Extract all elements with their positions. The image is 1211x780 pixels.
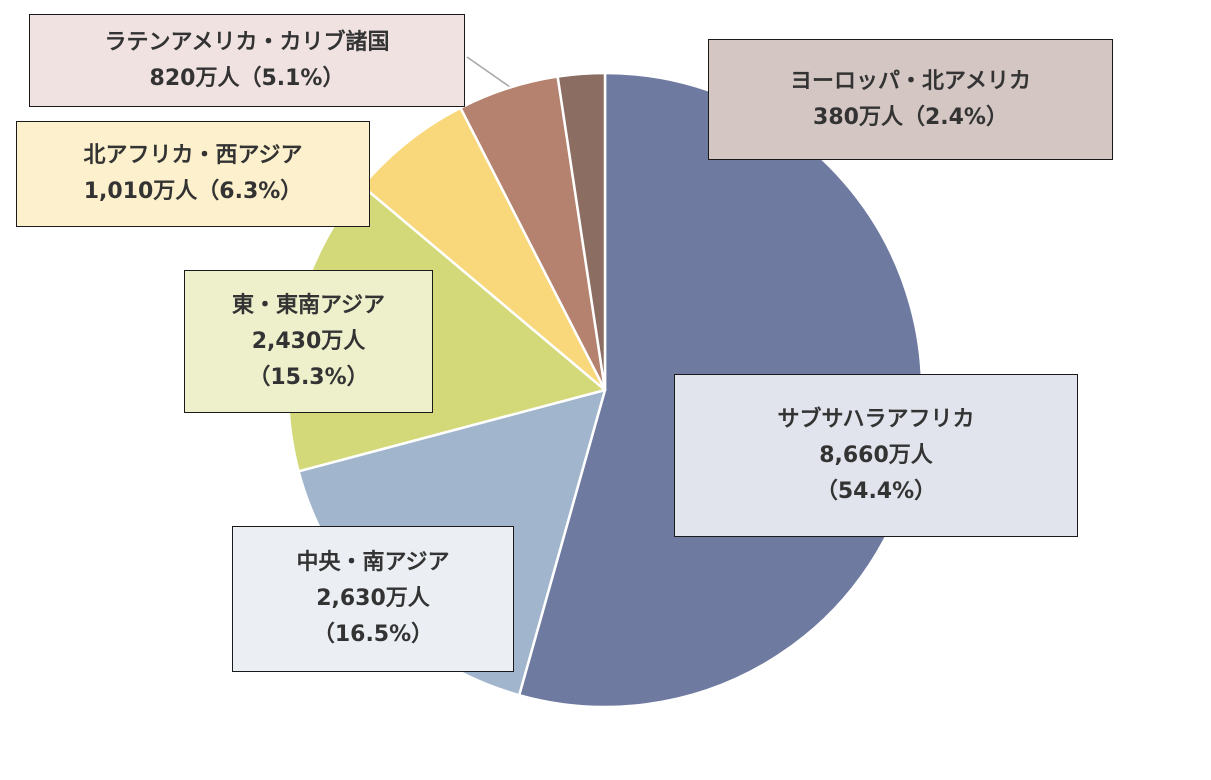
leader-line-latin-america [466, 56, 511, 88]
label-latin-america-caribbean-value: 820万人（5.1%） [149, 65, 345, 91]
label-europe-north-america: ヨーロッパ・北アメリカ 380万人（2.4%） [708, 39, 1113, 160]
label-sub-saharan-africa-value: 8,660万人 [819, 442, 933, 468]
label-central-south-asia: 中央・南アジア 2,630万人 （16.5%） [232, 526, 514, 672]
label-central-south-asia-percent: （16.5%） [312, 622, 434, 647]
label-latin-america-caribbean: ラテンアメリカ・カリブ諸国 820万人（5.1%） [29, 14, 465, 107]
pie-slice-europe-north-america [556, 71, 607, 392]
label-central-south-asia-name: 中央・南アジア [296, 550, 450, 575]
label-north-africa-west-asia: 北アフリカ・西アジア 1,010万人（6.3%） [16, 121, 370, 227]
label-east-southeast-asia: 東・東南アジア 2,430万人 （15.3%） [184, 270, 433, 413]
label-europe-north-america-value: 380万人（2.4%） [813, 104, 1008, 130]
label-north-africa-west-asia-name: 北アフリカ・西アジア [83, 143, 303, 168]
label-sub-saharan-africa: サブサハラアフリカ 8,660万人 （54.4%） [674, 374, 1078, 537]
label-east-southeast-asia-name: 東・東南アジア [231, 292, 386, 318]
label-east-southeast-asia-percent: （15.3%） [248, 364, 369, 390]
label-north-africa-west-asia-value: 1,010万人（6.3%） [83, 179, 303, 204]
label-central-south-asia-value: 2,630万人 [316, 586, 430, 611]
label-sub-saharan-africa-percent: （54.4%） [815, 478, 937, 504]
label-latin-america-caribbean-name: ラテンアメリカ・カリブ諸国 [104, 29, 390, 55]
label-europe-north-america-name: ヨーロッパ・北アメリカ [790, 68, 1031, 94]
label-sub-saharan-africa-name: サブサハラアフリカ [777, 406, 975, 432]
label-east-southeast-asia-value: 2,430万人 [251, 328, 366, 354]
